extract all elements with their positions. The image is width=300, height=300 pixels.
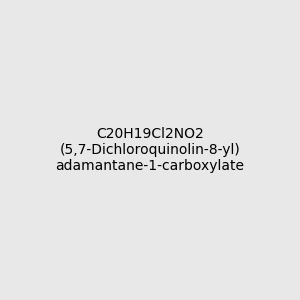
Text: C20H19Cl2NO2
(5,7-Dichloroquinolin-8-yl)
adamantane-1-carboxylate: C20H19Cl2NO2 (5,7-Dichloroquinolin-8-yl)… [56,127,244,173]
